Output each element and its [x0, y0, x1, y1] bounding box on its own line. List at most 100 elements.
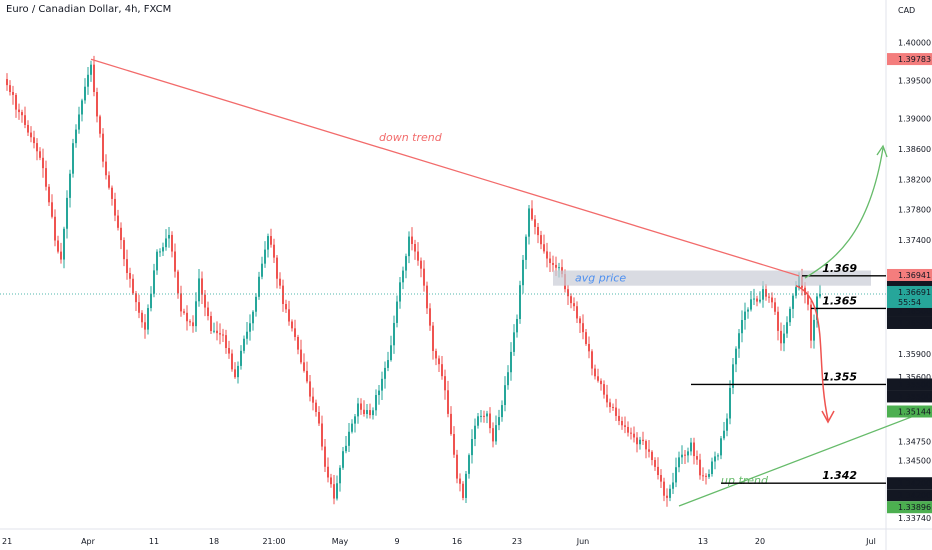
candle-body [120, 227, 122, 241]
candle-body [9, 85, 11, 93]
candle-body [315, 402, 317, 412]
candle-body [717, 455, 719, 457]
candle-body [321, 423, 323, 447]
time-tick: Apr [81, 537, 96, 546]
candle-body [249, 323, 251, 332]
candle-body [594, 368, 596, 377]
candle-body [279, 278, 281, 286]
candle-body [27, 124, 29, 133]
candles [6, 55, 821, 507]
candle-body [459, 478, 461, 484]
price-tick: 1.38600 [898, 145, 931, 154]
candle-body [99, 116, 101, 134]
price-label-bg [887, 489, 932, 502]
candle-body [297, 336, 299, 350]
price-label-bg [887, 378, 932, 391]
candle-body [453, 434, 455, 455]
candle-body [585, 332, 587, 344]
candle-body [303, 362, 305, 371]
candle-body [126, 259, 128, 274]
candle-body [300, 349, 302, 363]
candle-body [369, 410, 371, 416]
candle-body [306, 370, 308, 382]
candle-body [714, 456, 716, 462]
candle-body [612, 406, 614, 408]
candle-body [378, 390, 380, 396]
time-tick: 13 [698, 537, 708, 546]
candle-body [663, 481, 665, 496]
price-label: 1.36500 [898, 319, 931, 328]
level-label: 1.355 [822, 370, 857, 383]
candle-body [615, 407, 617, 416]
candle-body [681, 454, 683, 458]
candle-body [360, 403, 362, 410]
avg-price-label: avg price [575, 272, 626, 285]
price-label-bg [887, 405, 932, 418]
price-label: 1.33896 [898, 503, 931, 512]
candle-body [384, 367, 386, 379]
price-tick: 1.39000 [898, 115, 931, 124]
time-tick: 21:00 [262, 537, 285, 546]
candle-body [6, 79, 8, 86]
candle-body [345, 445, 347, 452]
candle-body [636, 437, 638, 445]
candle-body [789, 308, 791, 323]
candle-body [51, 202, 53, 217]
candle-body [618, 415, 620, 421]
price-label: 1.34200 [898, 491, 931, 500]
candle-body [24, 115, 26, 125]
candle-body [537, 226, 539, 236]
annotations: avg price down trend up trend 1.369 1.365 1.3… [90, 58, 926, 507]
candle-body [603, 384, 605, 395]
price-tick: 1.35900 [898, 350, 931, 359]
candle-body [759, 299, 761, 302]
candle-body [465, 473, 467, 498]
candle-body [159, 251, 161, 253]
candle-body [492, 428, 494, 442]
currency-label: CAD [898, 6, 915, 15]
candle-body [309, 381, 311, 397]
candle-body [621, 420, 623, 426]
time-tick: Jun [576, 537, 590, 546]
candle-body [666, 495, 668, 498]
price-label: 1.34200 [898, 479, 931, 488]
candle-body [633, 433, 635, 438]
candle-body [543, 244, 545, 252]
candle-body [732, 364, 734, 388]
bullish-arrowhead [876, 144, 888, 158]
candle-body [390, 345, 392, 361]
candle-body [354, 416, 356, 424]
candle-body [264, 249, 266, 264]
candle-body [81, 100, 83, 115]
price-axis: 1.40000 1.39500 1.39000 1.38600 1.38200 1.378… [887, 39, 932, 523]
candle-body [177, 271, 179, 294]
candle-body [756, 298, 758, 302]
candle-body [486, 413, 488, 417]
candle-body [639, 439, 641, 445]
candle-body [240, 350, 242, 366]
price-tick: 1.40000 [898, 39, 931, 48]
bullish-projection-arrow [804, 147, 884, 279]
candle-body [591, 351, 593, 369]
candle-body [573, 303, 575, 307]
candle-body [105, 161, 107, 176]
candle-body [312, 396, 314, 403]
price-label-bg [887, 316, 932, 329]
candle-body [429, 308, 431, 326]
candle-body [588, 343, 590, 352]
price-label-bg [887, 304, 932, 317]
up-trend-line [678, 411, 926, 507]
down-trend-label: down trend [379, 131, 443, 144]
candle-body [660, 475, 662, 482]
up-trend-label: up trend [721, 474, 769, 487]
candle-body [552, 263, 554, 265]
candle-body [129, 273, 131, 279]
candle-body [600, 380, 602, 385]
price-label-bg [887, 501, 932, 514]
candle-body [747, 309, 749, 312]
candle-body [387, 360, 389, 368]
candle-body [66, 197, 68, 229]
candle-body [207, 307, 209, 317]
price-label-bg [887, 268, 932, 281]
